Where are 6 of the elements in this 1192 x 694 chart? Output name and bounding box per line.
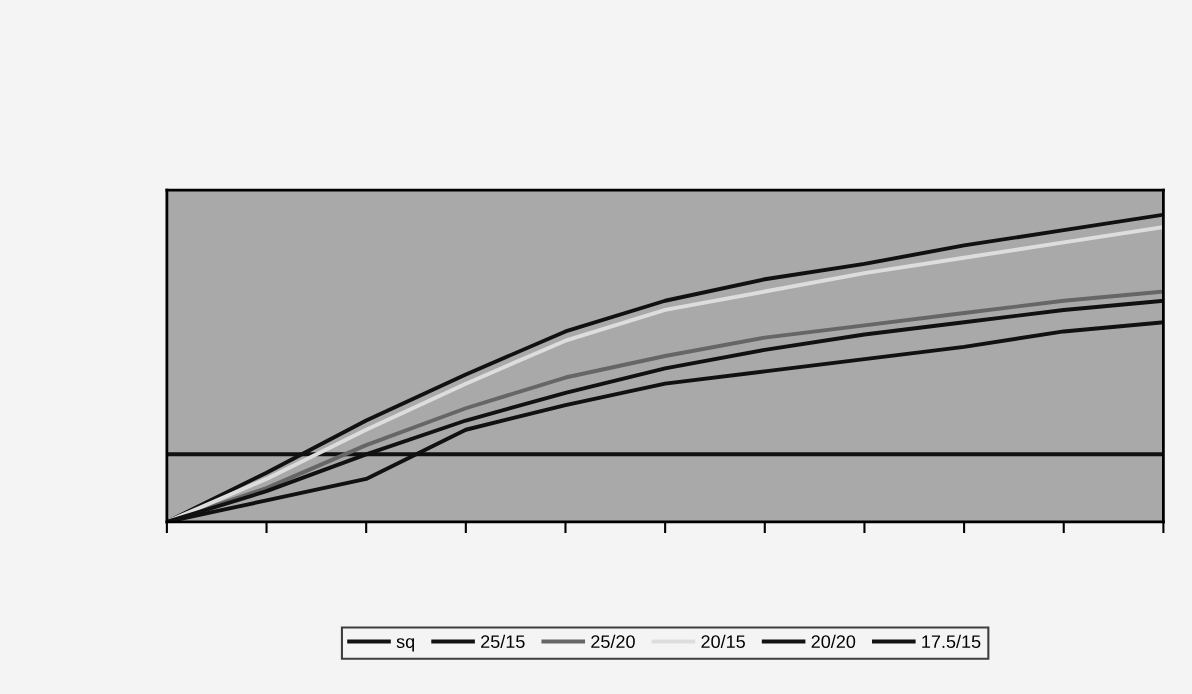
legend-label: 20/15: [701, 634, 745, 649]
legend-label: sq: [396, 638, 415, 652]
legend-label: 20/20: [811, 634, 856, 649]
legend-label: 25/20: [591, 634, 635, 649]
legend-label: 25/15: [481, 634, 525, 649]
legend-label: 17.5/15: [922, 634, 981, 649]
